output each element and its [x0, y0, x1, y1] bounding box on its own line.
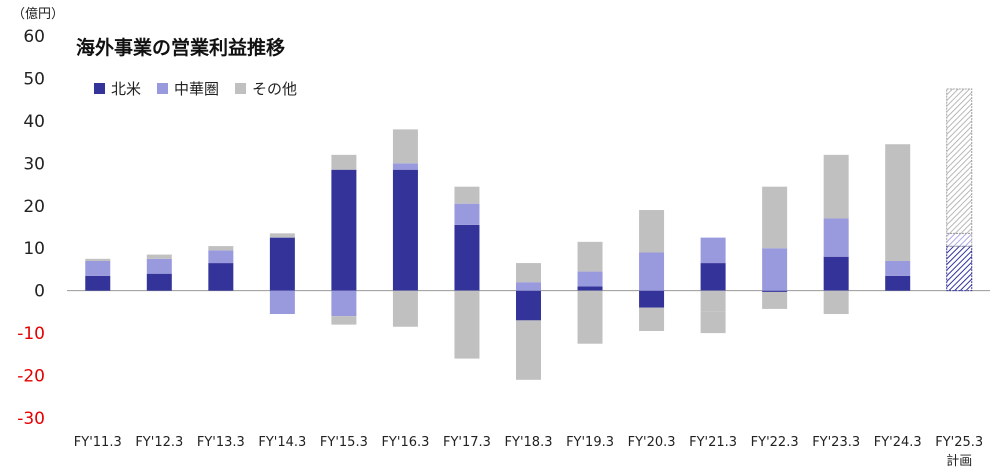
unit-label: （億円） [12, 7, 65, 22]
legend-item-north-america: 北米 [94, 78, 141, 99]
bar-segment-north-america [331, 169, 357, 291]
y-tick-label: 20 [23, 197, 45, 217]
x-tick-label: FY'23.3 [812, 435, 860, 450]
bar-segment-north-america [146, 273, 172, 291]
x-tick-label: FY'18.3 [505, 435, 553, 450]
x-tick-label: FY'24.3 [874, 435, 922, 450]
y-tick-label: -30 [17, 409, 45, 429]
bar-segment-other-negative [639, 307, 665, 331]
bar-segment-north-america [269, 237, 295, 291]
bar-segment-north-america [946, 245, 973, 292]
bar-segment-greater-china [577, 271, 603, 287]
y-tick-label: -20 [17, 367, 45, 387]
bar-segment-other [392, 129, 418, 164]
bar-segment-greater-china [823, 218, 849, 257]
legend-swatch-other [235, 83, 247, 94]
x-tick-label: FY'15.3 [320, 435, 368, 450]
bar-segment-north-america [823, 256, 849, 291]
x-tick-label: FY'11.3 [74, 435, 122, 450]
legend-label-other: その他 [252, 80, 298, 98]
bar-segment-north-america [392, 169, 418, 291]
x-tick-label: FY'19.3 [566, 435, 614, 450]
bar-segment-greater-china [762, 248, 788, 291]
bar-segment-other [762, 186, 788, 249]
bar-segment-other [946, 88, 973, 234]
y-tick-label: 10 [23, 239, 45, 259]
bar-segment-other-negative [700, 311, 726, 334]
bar-segment-greater-china [208, 250, 234, 264]
bar-segment-north-america [85, 275, 111, 291]
legend-item-greater-china: 中華圏 [157, 78, 219, 99]
bar-segment-greater-china [146, 258, 172, 274]
x-tick-sublabel: 計画 [946, 453, 972, 469]
bar-segment-other-negative [516, 320, 541, 380]
x-tick-label: FY'13.3 [197, 435, 245, 450]
bar-segment-other-negative [392, 290, 418, 327]
bar-segment-north-america [208, 263, 234, 291]
bar-segment-other-negative [454, 290, 480, 359]
bar-segment-greater-china [885, 260, 911, 276]
legend-label-greater-china: 中華圏 [174, 80, 220, 98]
x-tick-label: FY'20.3 [628, 435, 676, 450]
y-tick-label: 60 [23, 27, 45, 47]
x-tick-label: FY'17.3 [443, 435, 491, 450]
bar-segment-other-negative [331, 316, 357, 325]
bar-segment-greater-china [700, 237, 726, 264]
bar-segment-greater-china [331, 290, 357, 317]
y-tick-label: 40 [23, 112, 45, 132]
x-tick-label: FY'21.3 [689, 435, 737, 450]
bar-segment-other [885, 144, 911, 261]
bar-segment-other [639, 210, 665, 253]
legend-label-north-america: 北米 [111, 80, 142, 98]
bar-segment-greater-china [269, 290, 295, 315]
y-tick-label: 30 [23, 154, 45, 174]
y-tick-label: -10 [17, 324, 45, 344]
bar-segment-other-negative [823, 290, 849, 315]
bar-segment-other [516, 263, 541, 283]
chart-title: 海外事業の営業利益推移 [76, 37, 286, 59]
bar-segment-other [331, 154, 357, 170]
bar-segment-other [454, 186, 480, 204]
bar-segment-other-negative [577, 290, 603, 344]
bar-segment-greater-china [639, 252, 665, 291]
bar-segment-north-america [516, 290, 541, 321]
bar-segment-north-america [639, 290, 665, 308]
x-tick-label: FY'22.3 [751, 435, 799, 450]
bar-segment-greater-china [454, 203, 480, 225]
legend-swatch-greater-china [157, 83, 169, 94]
bar-segment-north-america [885, 275, 911, 291]
legend-item-other: その他 [235, 78, 297, 99]
bar-segment-north-america [700, 263, 726, 291]
x-tick-label: FY'25.3 [935, 435, 983, 450]
y-tick-label: 0 [34, 282, 45, 302]
bar-segment-other [577, 241, 603, 272]
bar-segment-other [823, 154, 849, 219]
legend: 北米 中華圏 その他 [94, 78, 313, 99]
bar-segment-greater-china [392, 163, 418, 170]
bar-segment-other [208, 246, 234, 251]
bar-segment-other [146, 254, 172, 259]
bar-segment-north-america [577, 286, 603, 291]
bar-segment-other [85, 258, 111, 261]
bar-segment-greater-china [516, 282, 541, 291]
x-tick-label: FY'16.3 [381, 435, 429, 450]
x-tick-label: FY'12.3 [135, 435, 183, 450]
y-tick-label: 50 [23, 69, 45, 89]
bar-segment-greater-china [946, 232, 973, 247]
legend-swatch-north-america [94, 83, 105, 94]
x-tick-label: FY'14.3 [258, 435, 306, 450]
bar-segment-north-america [762, 290, 788, 292]
bar-segment-other [269, 233, 295, 238]
bar-segment-north-america [454, 224, 480, 291]
bar-segment-greater-china [85, 260, 111, 276]
bar-segment-other [700, 290, 726, 312]
bar-segment-other-negative [762, 291, 788, 309]
